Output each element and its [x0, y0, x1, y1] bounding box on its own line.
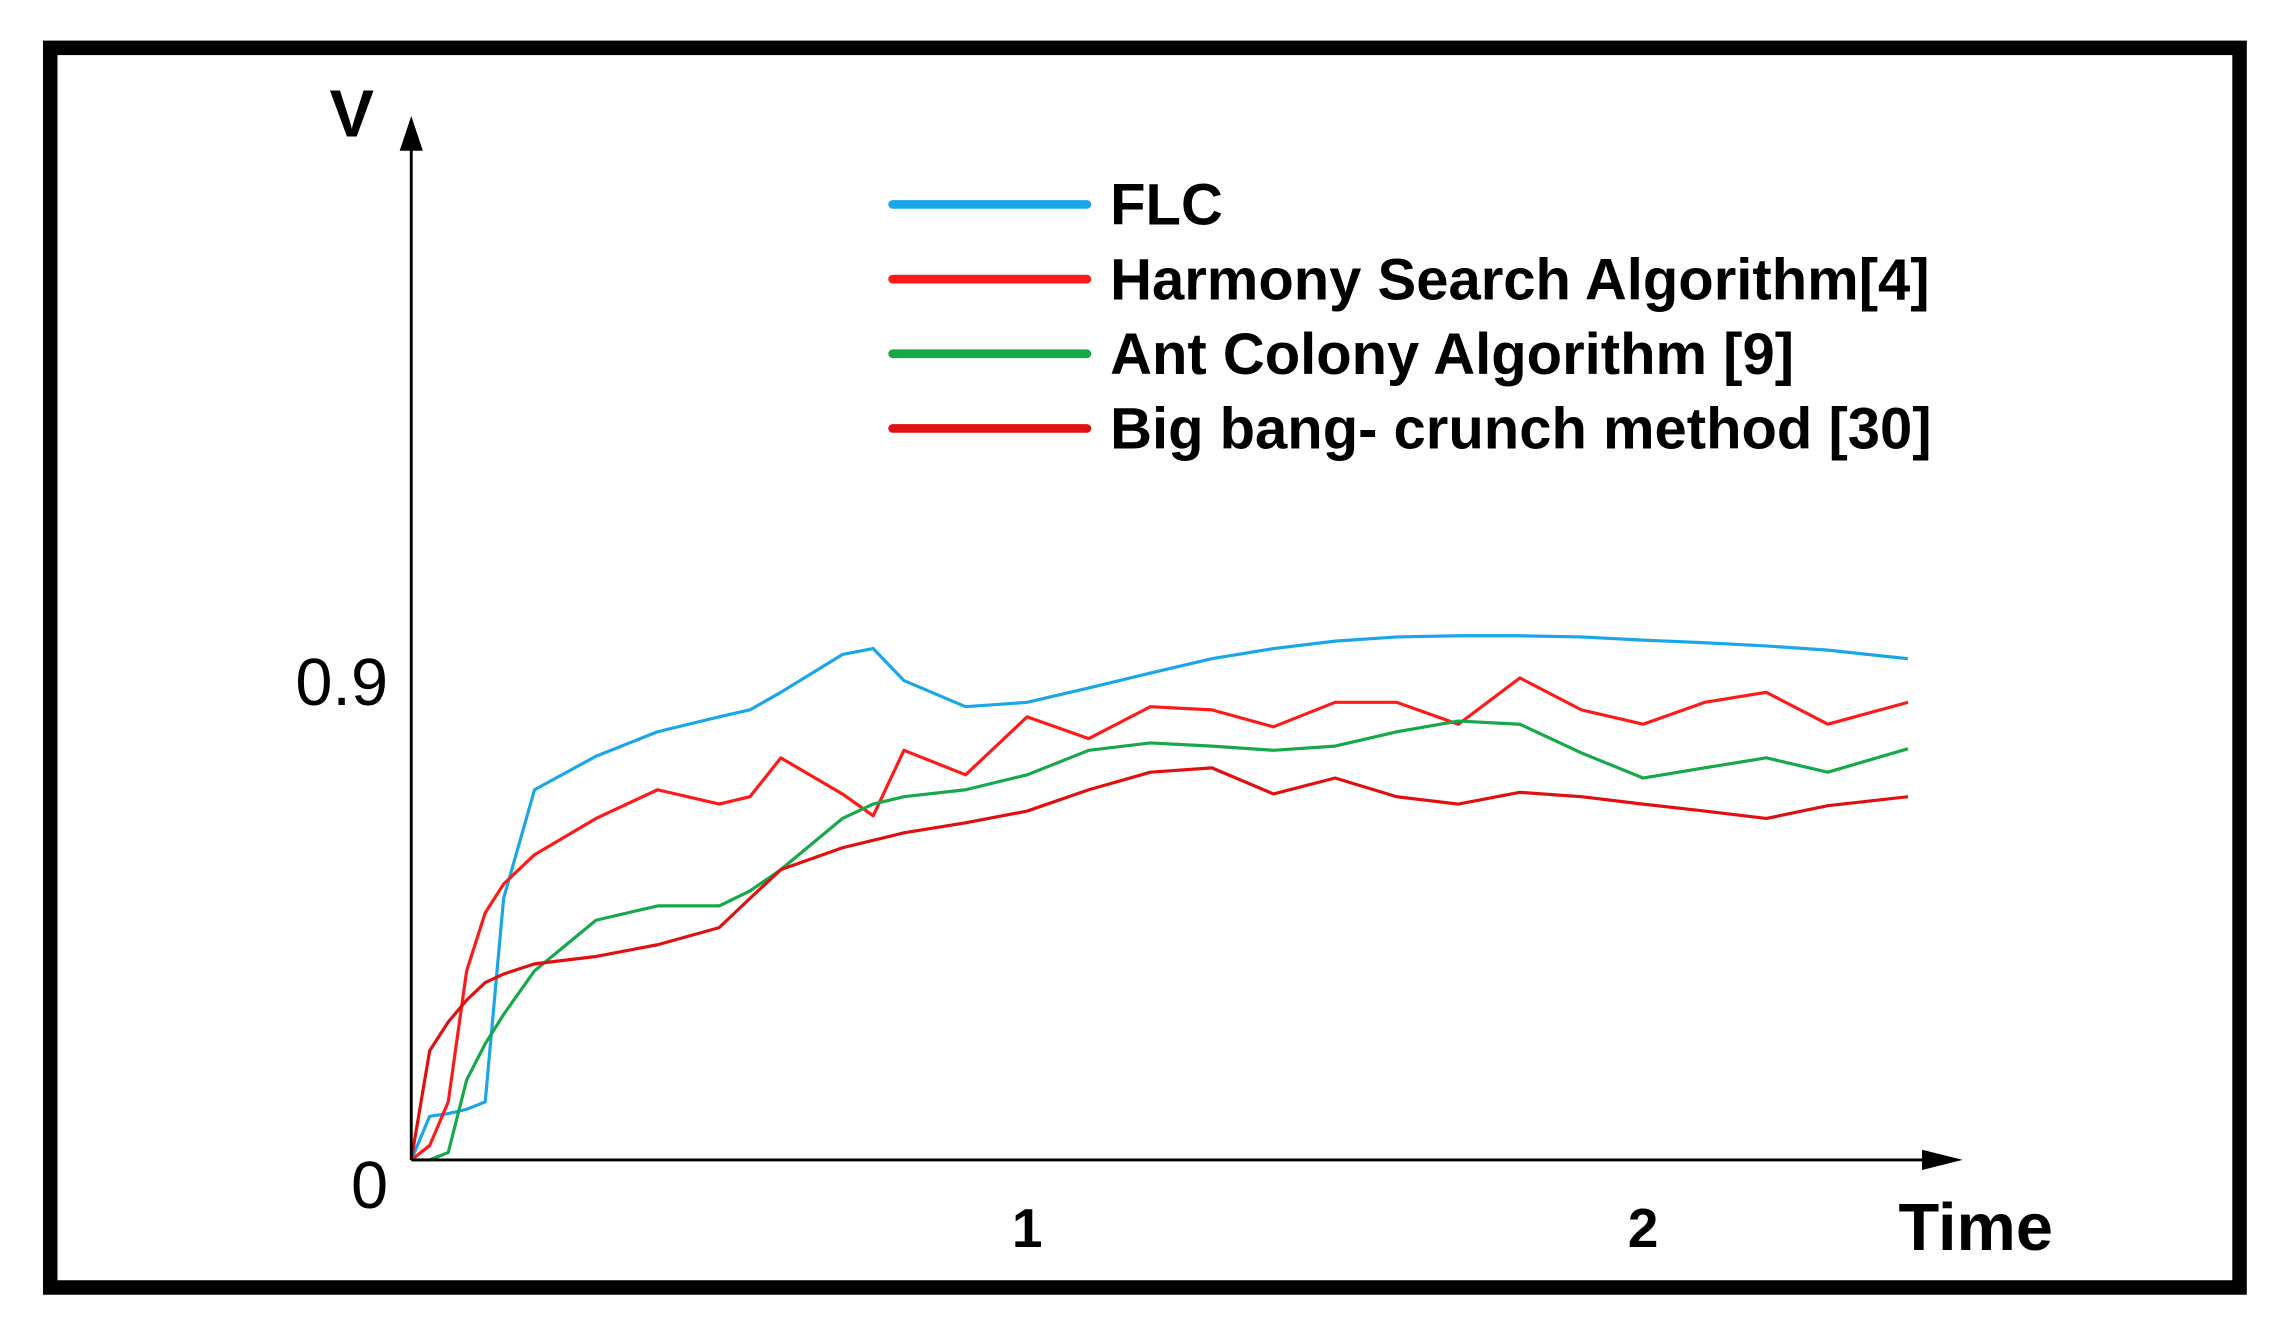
legend-label: Big bang- crunch method [30] — [1110, 398, 1931, 462]
x-tick-label: 2 — [1628, 1197, 1659, 1259]
y-axis-arrow — [399, 115, 423, 151]
frame — [42, 40, 2247, 1295]
data-line — [409, 766, 1909, 1161]
y-tick-label: 0.9 — [295, 646, 388, 720]
data-line — [410, 676, 1909, 1162]
x-axis-label: Time — [1898, 1191, 2052, 1265]
y-tick-label: 0 — [351, 1149, 388, 1223]
plot-area — [409, 634, 1909, 1162]
legend-label: Ant Colony Algorithm [9] — [1110, 323, 1794, 387]
x-axis-arrow — [1922, 1149, 1963, 1171]
data-line — [411, 719, 1909, 1162]
legend-label: FLC — [1110, 174, 1223, 238]
y-axis-label: V — [330, 77, 375, 151]
data-line — [409, 634, 1909, 1161]
legend-label: Harmony Search Algorithm[4] — [1110, 248, 1929, 312]
x-tick-label: 1 — [1012, 1197, 1043, 1259]
